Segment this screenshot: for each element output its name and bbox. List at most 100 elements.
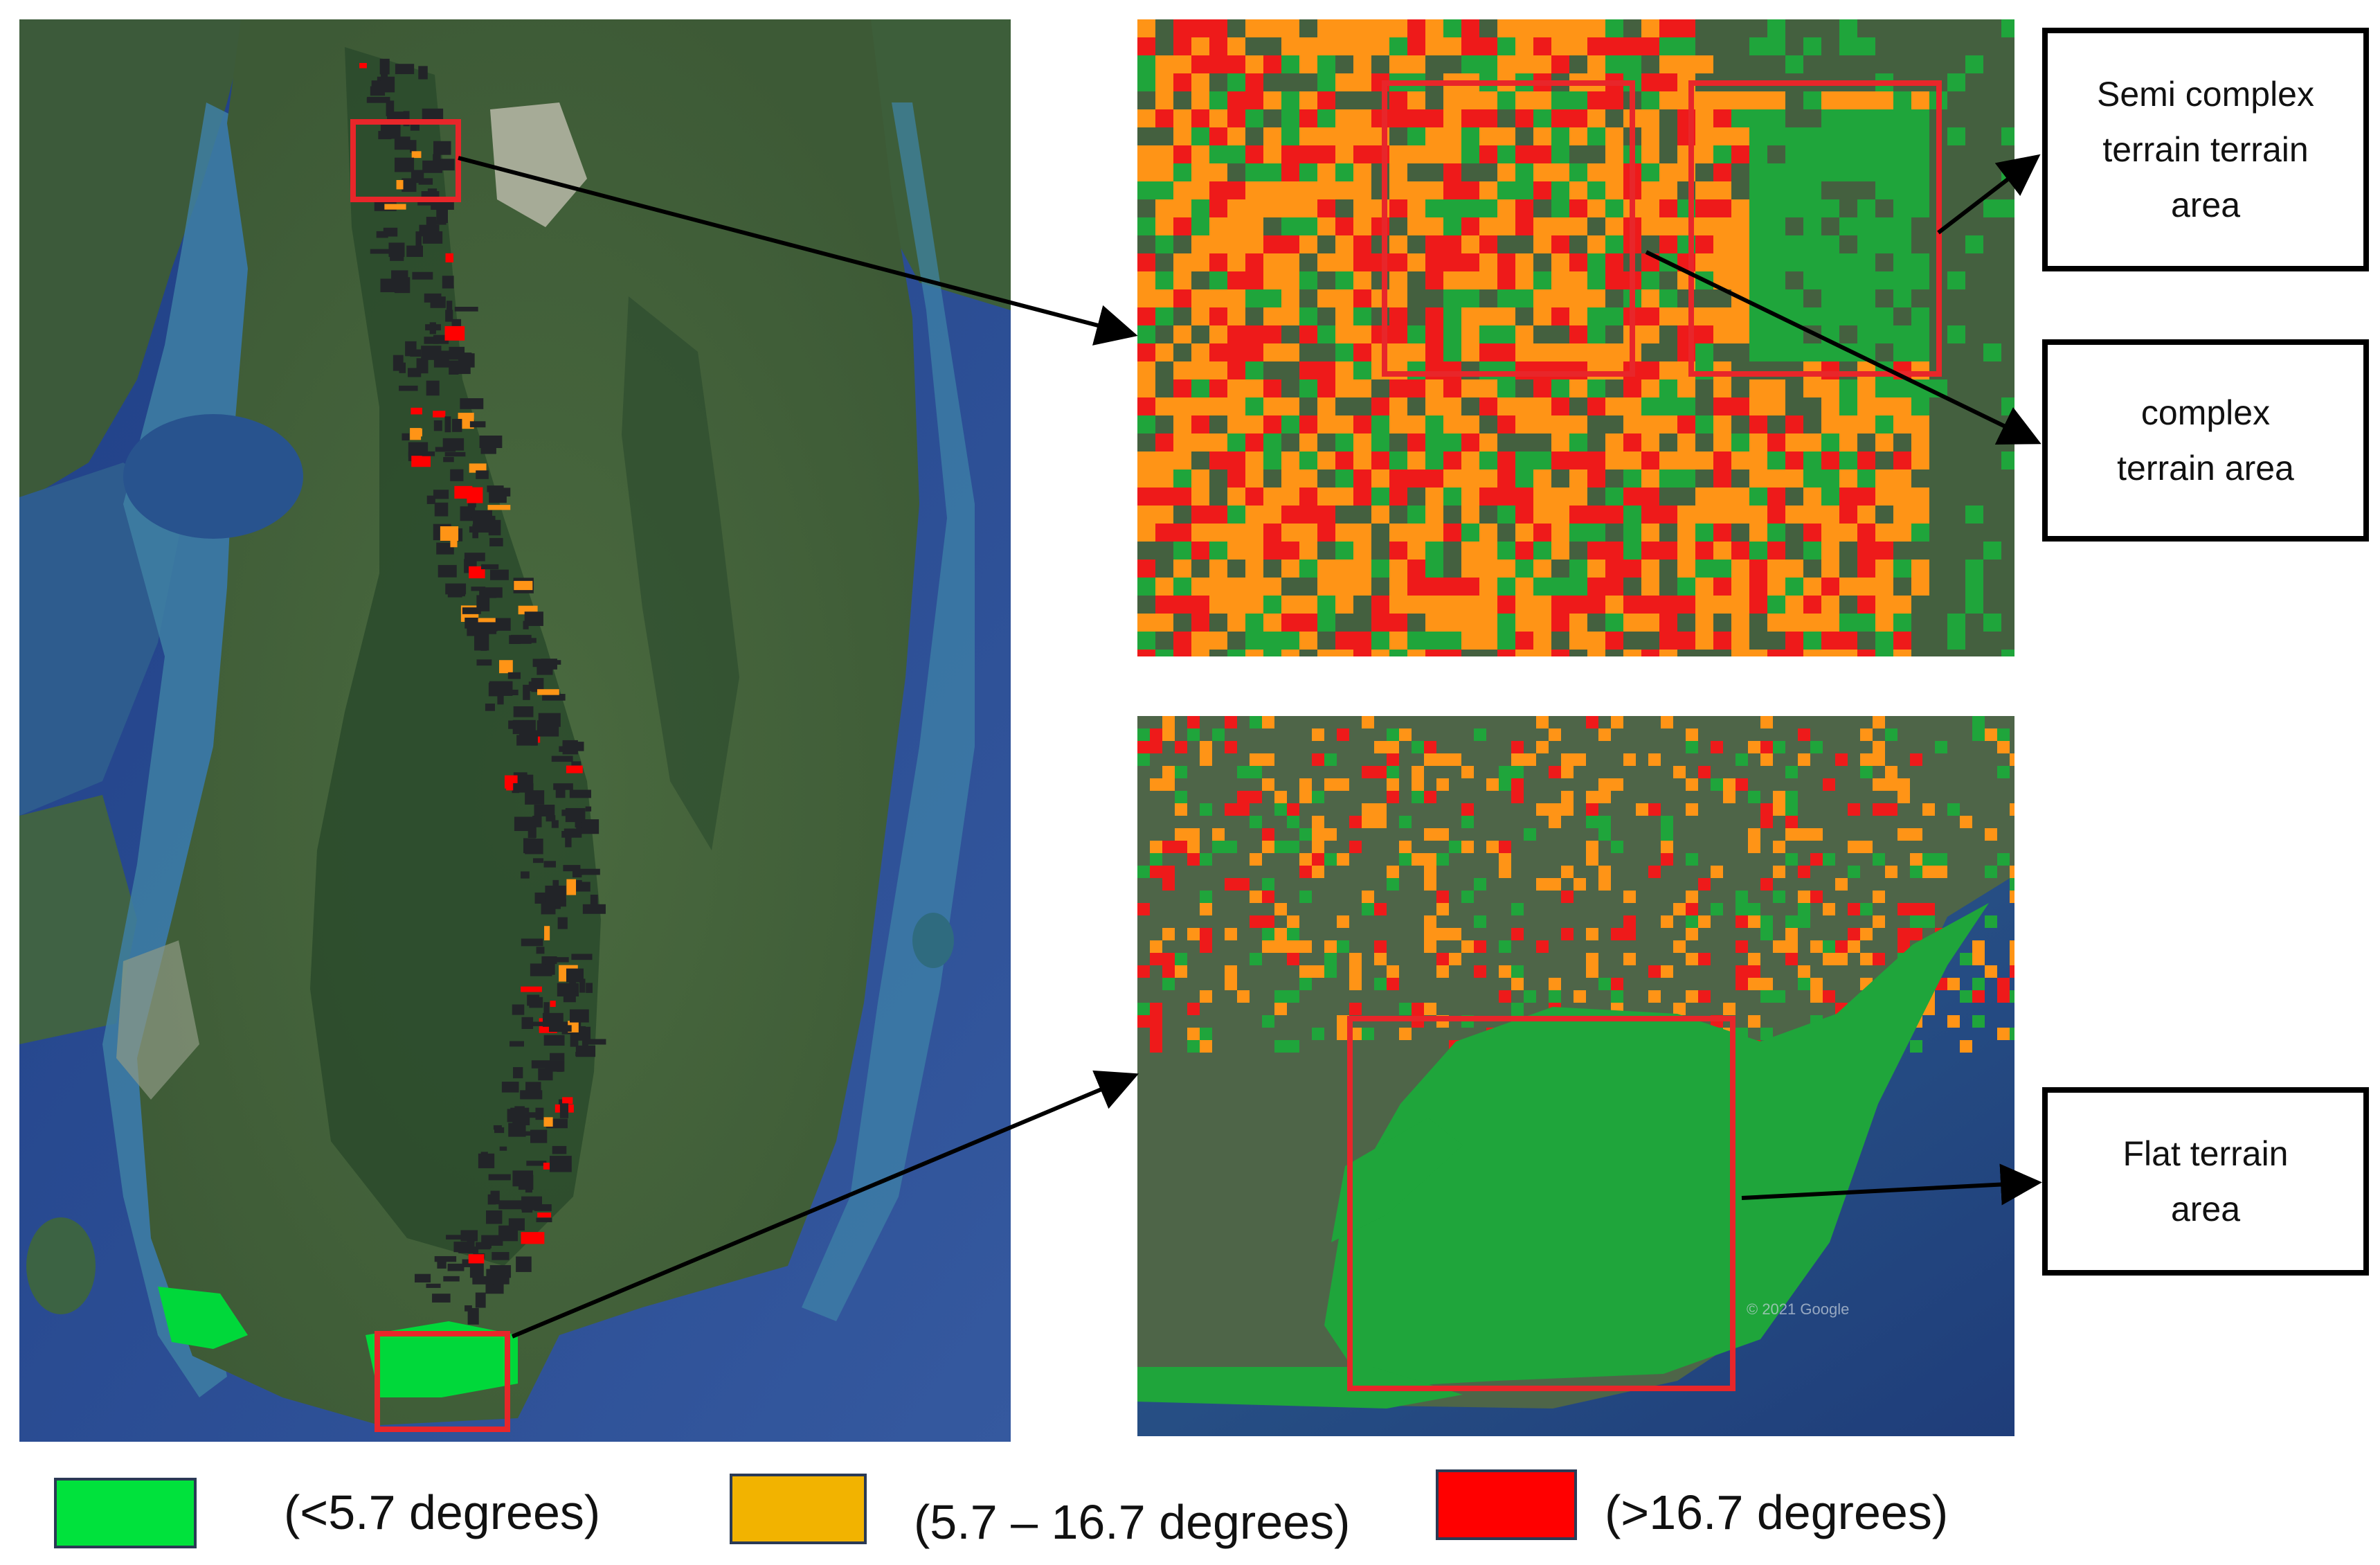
slope-cell xyxy=(1947,127,1965,145)
slope-cell xyxy=(1443,596,1461,614)
slope-cell xyxy=(1821,542,1839,560)
slope-cell xyxy=(1449,841,1461,853)
slope-cell xyxy=(1424,791,1436,803)
slope-cell xyxy=(1857,379,1875,397)
slope-cell xyxy=(1443,632,1461,650)
slope-cell xyxy=(2010,990,2014,1003)
slope-cell xyxy=(1749,524,1767,542)
slope-cell xyxy=(1511,778,1524,791)
slope-cell xyxy=(1767,289,1785,307)
slope-cell xyxy=(1860,903,1873,915)
slope-cell xyxy=(1262,878,1274,891)
slope-cell xyxy=(1533,163,1551,181)
slope-cell xyxy=(1425,614,1443,632)
slope-cell xyxy=(1374,766,1387,778)
slope-cell xyxy=(1605,217,1623,235)
slope-cell xyxy=(1150,866,1162,878)
slope-cell xyxy=(1785,415,1803,433)
slope-cell xyxy=(1661,853,1673,866)
slope-cell xyxy=(1875,560,1893,578)
slope-cell xyxy=(1551,55,1569,73)
slope-cell xyxy=(2010,753,2014,766)
slope-cell xyxy=(1191,650,1209,656)
slope-cell xyxy=(1605,343,1623,361)
slope-cell xyxy=(1389,307,1407,325)
slope-cell xyxy=(1173,289,1191,307)
slope-cell xyxy=(1821,361,1839,379)
ridge-cell xyxy=(486,1210,503,1224)
slope-cell xyxy=(1695,542,1713,560)
slope-cell xyxy=(1227,199,1245,217)
slope-cell xyxy=(1767,37,1785,55)
slope-cell xyxy=(1533,235,1551,253)
slope-cell xyxy=(1317,109,1335,127)
slope-cell xyxy=(1349,953,1362,965)
slope-cell xyxy=(1387,965,1399,978)
slope-cell xyxy=(1533,181,1551,199)
slope-cell xyxy=(1803,596,1821,614)
ridge-cell xyxy=(523,1131,538,1136)
slope-cell xyxy=(1461,145,1479,163)
slope-cell xyxy=(1551,578,1569,596)
slope-cell xyxy=(1875,163,1893,181)
ridge-cell xyxy=(521,1196,542,1210)
slope-cell xyxy=(1857,650,1875,656)
ridge-cell xyxy=(585,806,592,812)
slope-cell xyxy=(1425,145,1443,163)
slope-cell xyxy=(1839,470,1857,488)
slope-cell xyxy=(1785,560,1803,578)
slope-cell xyxy=(1200,891,1212,903)
slope-cell xyxy=(1425,109,1443,127)
ridge-cell xyxy=(435,447,456,452)
ridge-cell xyxy=(549,1156,572,1172)
slope-cell xyxy=(1497,253,1515,271)
slope-cell xyxy=(1407,578,1425,596)
slope-cell xyxy=(1389,560,1407,578)
slope-cell xyxy=(1803,433,1821,451)
slope-cell xyxy=(1623,37,1641,55)
slope-cell xyxy=(1173,488,1191,506)
slope-cell xyxy=(1461,37,1479,55)
slope-cell xyxy=(1436,928,1449,940)
slope-cell xyxy=(1785,928,1798,940)
slope-cell xyxy=(1533,650,1551,656)
slope-cell xyxy=(1623,397,1641,415)
ridge-cell xyxy=(449,346,465,357)
ridge-cell xyxy=(469,1261,484,1278)
slope-cell xyxy=(1695,596,1713,614)
slope-cell xyxy=(1515,91,1533,109)
slope-cell xyxy=(1317,289,1335,307)
slope-cell xyxy=(1587,253,1605,271)
slope-cell xyxy=(1875,307,1893,325)
slope-cell xyxy=(1335,524,1353,542)
slope-cell xyxy=(1353,650,1371,656)
ridge-cell xyxy=(435,220,447,225)
slope-cell xyxy=(1281,199,1299,217)
slope-cell xyxy=(1659,650,1677,656)
slope-cell xyxy=(1281,524,1299,542)
slope-cell xyxy=(1191,163,1209,181)
slope-cell xyxy=(1569,181,1587,199)
slope-cell xyxy=(1371,596,1389,614)
slope-cell xyxy=(1479,578,1497,596)
ridge-cell xyxy=(566,879,577,895)
ridge-cell xyxy=(550,1001,556,1008)
slope-cell xyxy=(2001,199,2014,217)
slope-cell xyxy=(1299,778,1312,791)
slope-cell xyxy=(1551,614,1569,632)
slope-cell xyxy=(1648,990,1661,1003)
slope-cell xyxy=(1443,145,1461,163)
slope-cell xyxy=(1412,766,1424,778)
slope-cell xyxy=(1443,361,1461,379)
slope-cell xyxy=(1209,578,1227,596)
slope-cell xyxy=(1767,506,1785,524)
slope-cell xyxy=(1407,361,1425,379)
slope-cell xyxy=(1893,127,1911,145)
slope-cell xyxy=(1823,953,1835,965)
ridge-cell xyxy=(418,178,433,185)
slope-cell xyxy=(1686,728,1698,741)
slope-cell xyxy=(1335,289,1353,307)
slope-cell xyxy=(1425,488,1443,506)
slope-cell xyxy=(1875,578,1893,596)
slope-cell xyxy=(1698,915,1711,928)
